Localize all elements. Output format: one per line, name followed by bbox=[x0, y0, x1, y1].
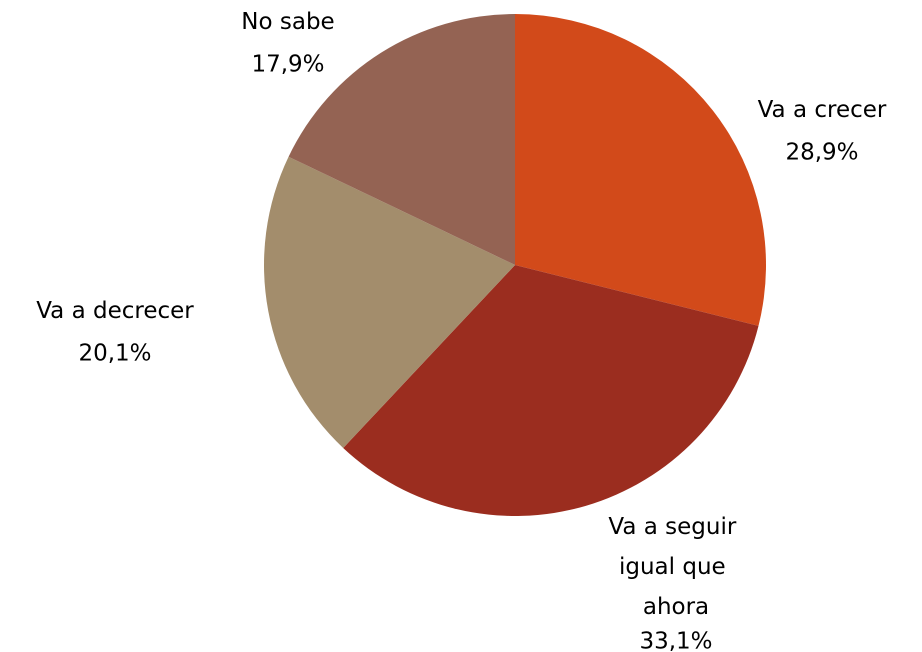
slice-value-label: 28,9% bbox=[785, 140, 858, 166]
slice-label: No sabe bbox=[241, 9, 334, 35]
slice-value-label: 20,1% bbox=[78, 341, 151, 367]
pie-slice bbox=[264, 156, 515, 448]
slice-label: Va a seguir igual que ahora bbox=[608, 514, 743, 620]
pie-slice bbox=[343, 265, 759, 517]
pie-slice bbox=[288, 14, 515, 265]
slice-label: Va a decrecer bbox=[36, 298, 194, 324]
slice-value-label: 17,9% bbox=[251, 52, 324, 78]
slice-value-label: 33,1% bbox=[639, 629, 712, 652]
slice-label: Va a crecer bbox=[758, 97, 887, 123]
pie-slice bbox=[515, 14, 766, 326]
